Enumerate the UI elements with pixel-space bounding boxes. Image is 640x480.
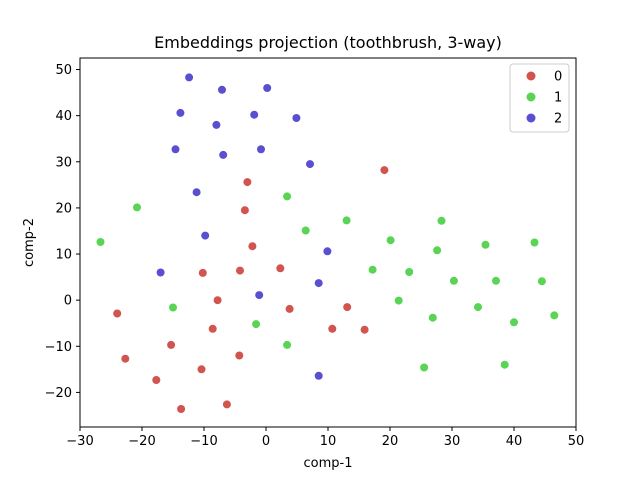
legend-marker-2 — [526, 113, 536, 123]
x-axis-label: comp-1 — [304, 456, 353, 471]
x-tick-label: −20 — [128, 434, 155, 449]
point-series-2-1 — [263, 84, 272, 92]
point-series-2-14 — [156, 268, 165, 277]
point-series-0-0 — [380, 166, 389, 175]
point-series-0-10 — [343, 303, 352, 312]
point-series-1-24 — [420, 363, 429, 372]
x-tick-label: −30 — [66, 434, 93, 449]
point-series-1-11 — [405, 268, 414, 276]
point-series-1-13 — [492, 276, 500, 285]
point-series-0-1 — [243, 178, 252, 187]
point-series-1-3 — [342, 216, 351, 225]
point-series-0-2 — [240, 206, 249, 215]
x-tick-label: −10 — [190, 434, 217, 449]
point-series-1-15 — [394, 296, 403, 305]
legend-marker-1 — [526, 92, 536, 102]
point-series-0-13 — [360, 325, 369, 334]
point-series-2-4 — [250, 110, 259, 119]
y-tick-label: 50 — [55, 63, 72, 78]
point-series-2-15 — [314, 279, 323, 288]
point-series-1-21 — [252, 320, 261, 329]
chart-title: Embeddings projection (toothbrush, 3-way… — [154, 33, 502, 52]
x-tick-label: 20 — [382, 434, 399, 449]
point-series-2-5 — [292, 114, 301, 122]
point-series-2-2 — [218, 85, 226, 94]
point-series-2-10 — [306, 160, 314, 169]
y-tick-label: 0 — [64, 294, 72, 309]
point-series-2-12 — [201, 231, 210, 240]
legend-label-2: 2 — [554, 112, 562, 127]
point-series-1-1 — [283, 192, 292, 201]
point-series-0-12 — [328, 324, 337, 333]
point-series-0-8 — [285, 304, 294, 313]
point-series-2-13 — [323, 247, 332, 256]
legend-label-1: 1 — [554, 91, 562, 106]
x-tick-label: 30 — [444, 434, 461, 449]
point-series-1-0 — [133, 203, 141, 212]
y-axis-label: comp-2 — [22, 218, 37, 267]
point-series-0-17 — [197, 365, 206, 374]
point-series-0-15 — [121, 354, 130, 363]
point-series-1-8 — [481, 240, 490, 249]
y-tick-label: 30 — [55, 155, 72, 170]
point-series-2-9 — [219, 150, 228, 159]
point-series-2-3 — [176, 108, 185, 117]
legend-marker-0 — [526, 71, 536, 81]
point-series-1-5 — [96, 238, 105, 246]
points-layer — [96, 73, 559, 413]
y-tick-label: −10 — [45, 340, 72, 355]
point-series-1-7 — [433, 246, 442, 255]
point-series-1-22 — [283, 340, 292, 349]
point-series-0-6 — [276, 264, 285, 273]
point-series-2-11 — [192, 188, 201, 197]
point-series-0-20 — [177, 405, 186, 413]
point-series-0-11 — [208, 324, 217, 333]
point-series-0-3 — [248, 242, 257, 251]
point-series-1-18 — [550, 311, 559, 320]
point-series-1-9 — [530, 238, 539, 247]
y-tick-label: 20 — [55, 201, 72, 216]
point-series-0-5 — [198, 268, 207, 277]
point-series-1-23 — [500, 360, 509, 369]
y-axis: −20 −10 0 10 20 30 40 50 — [45, 63, 80, 401]
point-series-2-7 — [171, 145, 180, 154]
point-series-1-16 — [169, 303, 177, 312]
point-series-1-17 — [474, 303, 482, 312]
legend-frame — [509, 63, 570, 133]
point-series-1-2 — [437, 216, 446, 225]
point-series-2-8 — [257, 145, 265, 154]
point-series-1-10 — [368, 265, 377, 274]
point-series-1-12 — [449, 276, 458, 285]
point-series-0-7 — [213, 296, 222, 305]
point-series-0-4 — [236, 266, 244, 275]
point-series-1-14 — [537, 277, 546, 286]
point-series-2-17 — [314, 371, 323, 380]
legend: 0 1 2 — [509, 63, 570, 133]
point-series-2-16 — [255, 291, 264, 300]
point-series-1-20 — [510, 318, 518, 327]
x-tick-label: 10 — [320, 434, 337, 449]
y-tick-label: 40 — [55, 109, 72, 124]
x-axis: −30 −20 −10 0 10 20 30 40 50 — [66, 427, 584, 449]
point-series-0-19 — [222, 400, 231, 409]
point-series-0-18 — [152, 376, 161, 384]
x-tick-label: 50 — [568, 434, 585, 449]
y-tick-label: −20 — [45, 386, 72, 401]
point-series-0-14 — [167, 340, 176, 349]
point-series-1-19 — [428, 313, 437, 322]
point-series-2-6 — [212, 120, 221, 129]
point-series-1-6 — [386, 236, 395, 245]
y-tick-label: 10 — [55, 248, 72, 263]
legend-label-0: 0 — [554, 70, 562, 85]
x-tick-label: 0 — [262, 434, 270, 449]
x-tick-label: 40 — [506, 434, 523, 449]
point-series-0-16 — [235, 351, 244, 360]
point-series-2-0 — [185, 73, 194, 82]
point-series-0-9 — [113, 309, 122, 318]
point-series-1-4 — [301, 226, 310, 235]
